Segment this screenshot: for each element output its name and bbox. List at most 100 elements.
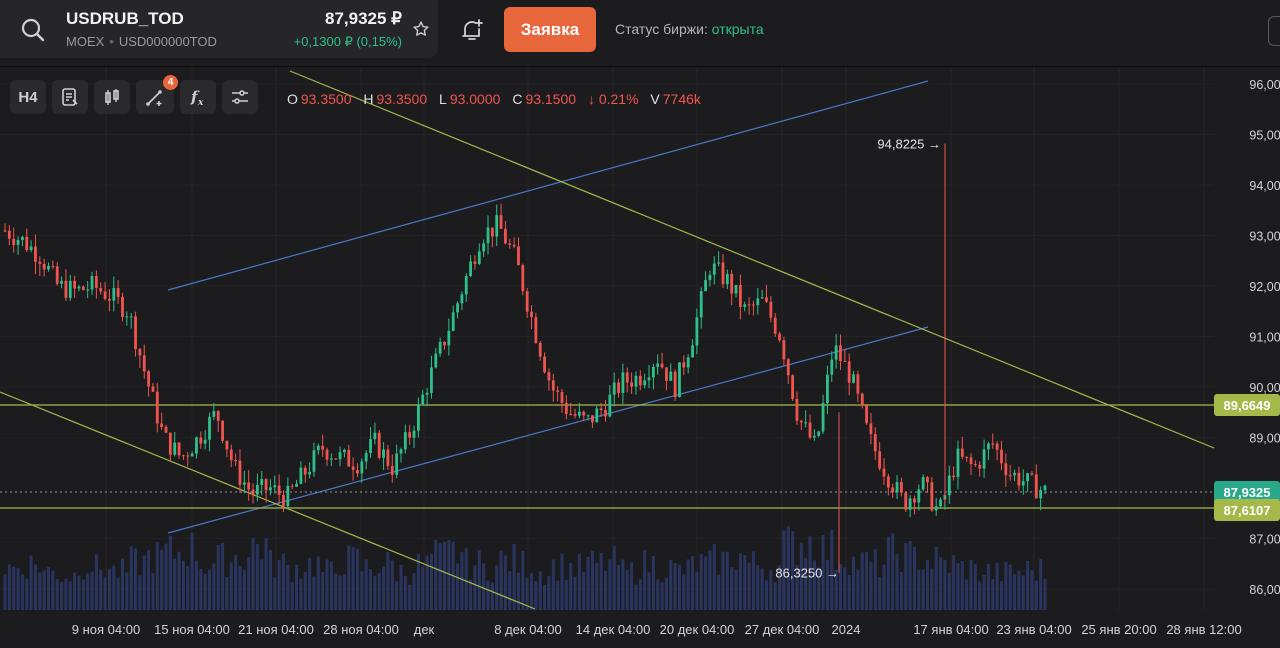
candle-body: [656, 363, 660, 367]
volume-bar: [564, 579, 568, 610]
volume-bar: [569, 562, 573, 610]
candle-body: [682, 362, 686, 368]
candle-body: [956, 448, 960, 478]
channel-lower-line: [167, 326, 929, 534]
volume-bar: [264, 538, 268, 610]
candle-body: [81, 286, 85, 290]
volume-bar: [882, 564, 886, 610]
volume-bar: [77, 575, 81, 610]
candle-body: [277, 485, 281, 495]
volume-bar: [86, 573, 90, 610]
candle-body: [582, 411, 586, 416]
volume-bar: [216, 545, 220, 610]
candle-body: [99, 287, 103, 292]
candle-body: [68, 280, 72, 298]
chart-canvas[interactable]: 94,8225 → 86,3250 → 9 ноя 04:00 15 ноя 04:…: [0, 67, 1280, 648]
volume-value: 7746k: [662, 91, 701, 107]
candle-body: [547, 372, 551, 381]
favorite-star-icon[interactable]: [412, 20, 430, 43]
volume-bar: [651, 555, 655, 610]
volume-bar: [573, 576, 577, 610]
volume-bar: [873, 549, 877, 610]
volume-bar: [730, 567, 734, 610]
volume-bar: [168, 535, 172, 610]
candle-body: [543, 356, 546, 373]
drawing-tools-icon[interactable]: 4: [136, 75, 178, 114]
candlestick-type-icon[interactable]: [94, 80, 130, 114]
channel-upper-line: [167, 80, 929, 291]
price-label-89-6649: 89,6649: [1214, 394, 1280, 416]
candle-body: [778, 333, 781, 341]
volume-bar: [577, 553, 581, 610]
candle-body: [808, 422, 812, 438]
candle-body: [991, 443, 995, 445]
x-tick-label: 2024: [832, 622, 861, 637]
candle-body: [364, 453, 368, 462]
high-label: H: [363, 91, 374, 107]
candle-body: [617, 382, 620, 393]
volume-bar: [321, 571, 325, 610]
volume-bar: [860, 552, 864, 610]
volume-bar: [756, 565, 760, 610]
volume-bar: [590, 550, 594, 610]
candle-body: [273, 485, 277, 488]
y-tick-label: 96,0000: [1249, 78, 1280, 92]
volume-bar: [460, 552, 464, 610]
search-icon[interactable]: [20, 17, 46, 48]
candle-body: [212, 411, 216, 417]
settings-sliders-icon[interactable]: [222, 80, 258, 114]
candle-body: [551, 380, 555, 391]
price-chart[interactable]: 94,8225 → 86,3250 → 9 ноя 04:00 15 ноя 04:…: [0, 67, 1280, 648]
volume-bar: [704, 556, 708, 610]
top-bar: USDRUB_TOD MOEX • USD000000TOD 87,9325 ₽ +…: [0, 0, 1280, 67]
candle-body: [834, 345, 838, 360]
timeframe-button[interactable]: H4: [10, 80, 46, 114]
volume-bar: [1039, 559, 1043, 610]
price-change: +0,1300 ₽ (0,15%): [293, 34, 402, 49]
candle-body: [377, 432, 381, 458]
candle-body: [534, 317, 538, 343]
volume-bar: [203, 573, 207, 610]
instrument-header[interactable]: USDRUB_TOD MOEX • USD000000TOD 87,9325 ₽ +…: [0, 0, 438, 58]
svg-text:f: f: [190, 88, 200, 106]
volume-bar: [969, 559, 973, 610]
candle-body: [369, 439, 372, 454]
panel-toggle-button[interactable]: [1268, 16, 1280, 46]
candle-body: [843, 360, 847, 362]
candle-body: [965, 456, 969, 458]
volume-bar: [477, 550, 481, 610]
volume-bar: [364, 559, 368, 610]
candle-body: [978, 464, 982, 469]
candle-body: [416, 404, 420, 431]
candle-body: [665, 367, 668, 381]
volume-bar: [486, 580, 490, 610]
candle-body: [464, 275, 468, 295]
volume-bar: [869, 562, 873, 610]
candle-body: [634, 375, 638, 387]
candle-body: [517, 246, 520, 266]
candle-body: [699, 291, 703, 318]
x-tick-label: 25 янв 20:00: [1081, 622, 1156, 637]
candle-body: [112, 288, 116, 301]
volume-bar: [625, 569, 629, 610]
candle-body: [403, 432, 407, 450]
order-button[interactable]: Заявка: [504, 7, 596, 52]
candle-body: [234, 460, 238, 462]
volume-bar: [120, 558, 124, 610]
candle-body: [447, 330, 451, 346]
volume-bar: [38, 572, 42, 610]
volume-bar: [142, 555, 146, 610]
alert-bell-icon[interactable]: [459, 17, 485, 48]
volume-bar: [621, 559, 625, 610]
volume-bar: [686, 559, 690, 610]
candle-body: [530, 311, 533, 318]
candle-body: [904, 492, 908, 510]
candle-body: [338, 452, 342, 460]
candle-body: [7, 230, 11, 239]
candle-body: [186, 455, 190, 457]
exchange-name: MOEX: [66, 34, 105, 49]
candle-body: [564, 402, 568, 414]
template-icon[interactable]: [52, 80, 88, 114]
close-value: 93.1500: [525, 91, 577, 107]
